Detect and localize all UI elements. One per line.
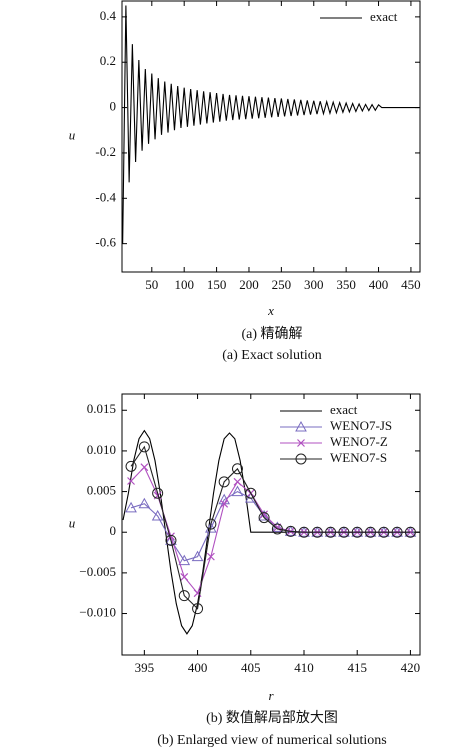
x-tick-label: 150 [207, 277, 227, 292]
triangle-marker [165, 534, 177, 545]
caption: (b) Enlarged view of numerical solutions [157, 733, 387, 748]
circle-marker [165, 534, 177, 546]
series-line [122, 5, 420, 244]
circle-marker [351, 526, 363, 538]
circle-marker [231, 463, 243, 475]
circle-marker [365, 526, 377, 538]
plot-frame [121, 0, 421, 273]
circle-marker [271, 523, 283, 535]
plot-area [122, 5, 420, 244]
plot-area [122, 429, 420, 635]
legend-label: WENO7-Z [330, 434, 388, 449]
circle-marker [391, 526, 403, 538]
series-line [122, 429, 420, 635]
x-marker [127, 477, 135, 485]
triangle-marker [205, 522, 217, 533]
circle-marker [325, 526, 337, 538]
x-tick-label: 405 [241, 660, 261, 675]
circle-marker [178, 590, 190, 602]
x-marker [233, 477, 242, 486]
y-tick-label: 0 [110, 523, 117, 538]
x-marker [220, 499, 229, 508]
circle-marker [192, 603, 204, 615]
circle-marker [378, 526, 390, 538]
y-axis-label: u [69, 127, 76, 142]
circle-marker [285, 525, 297, 537]
triangle-marker [231, 485, 244, 497]
series-line [130, 445, 411, 610]
circle-marker [245, 487, 257, 499]
y-axis-label: u [69, 515, 76, 530]
circle-marker [295, 453, 307, 465]
y-tick-label: 0.2 [100, 53, 116, 68]
caption: (a) 精确解 [241, 326, 302, 342]
circle-marker [298, 526, 310, 538]
circle-marker [125, 460, 137, 472]
triangle-marker [138, 497, 151, 509]
caption: (a) Exact solution [222, 348, 322, 363]
y-tick-label: 0 [110, 99, 117, 114]
y-tick-label: −0.005 [79, 564, 116, 579]
x-tick-label: 415 [347, 660, 367, 675]
x-tick-label: 300 [304, 277, 324, 292]
circle-marker [311, 526, 323, 538]
x-marker [206, 552, 215, 561]
x-tick-label: 400 [188, 660, 208, 675]
circle-marker [338, 526, 350, 538]
circle-marker [218, 476, 230, 488]
y-tick-label: -0.4 [95, 189, 116, 204]
triangle-marker [295, 420, 307, 432]
y-tick-label: 0.4 [100, 8, 117, 23]
triangle-marker [191, 550, 204, 562]
legend-label: WENO7-JS [330, 418, 392, 433]
x-marker [180, 573, 189, 581]
caption: (b) 数值解局部放大图 [206, 710, 338, 726]
y-tick-label: -0.2 [95, 144, 116, 159]
triangle-marker [125, 501, 137, 513]
x-tick-label: 450 [401, 277, 421, 292]
y-tick-label: 0.010 [87, 442, 116, 457]
x-tick-label: 395 [135, 660, 155, 675]
y-tick-label: 0.005 [87, 483, 116, 498]
x-tick-label: 350 [336, 277, 356, 292]
x-tick-label: 200 [239, 277, 259, 292]
x-tick-label: 50 [145, 277, 158, 292]
circle-marker [205, 518, 217, 530]
triangle-marker [178, 554, 191, 566]
x-tick-label: 100 [174, 277, 194, 292]
circle-marker [152, 487, 164, 499]
legend-label: exact [330, 402, 358, 417]
x-tick-label: 420 [401, 660, 421, 675]
circle-marker [138, 441, 150, 453]
x-marker [260, 510, 269, 519]
legend-label: exact [370, 9, 398, 24]
x-tick-label: 250 [272, 277, 292, 292]
x-tick-label: 410 [294, 660, 314, 675]
circle-marker [258, 512, 270, 524]
x-axis-label: x [267, 303, 274, 318]
x-marker [406, 528, 415, 537]
x-marker [297, 439, 305, 447]
y-tick-label: −0.010 [79, 605, 116, 620]
triangle-marker [258, 509, 270, 521]
circle-marker [404, 526, 416, 538]
x-marker [140, 463, 149, 472]
y-tick-label: 0.015 [87, 401, 116, 416]
legend-label: WENO7-S [330, 450, 387, 465]
plot-frame [121, 393, 421, 656]
triangle-marker [151, 509, 164, 521]
x-tick-label: 400 [369, 277, 389, 292]
x-axis-label: r [268, 688, 274, 703]
y-tick-label: -0.6 [95, 235, 116, 250]
